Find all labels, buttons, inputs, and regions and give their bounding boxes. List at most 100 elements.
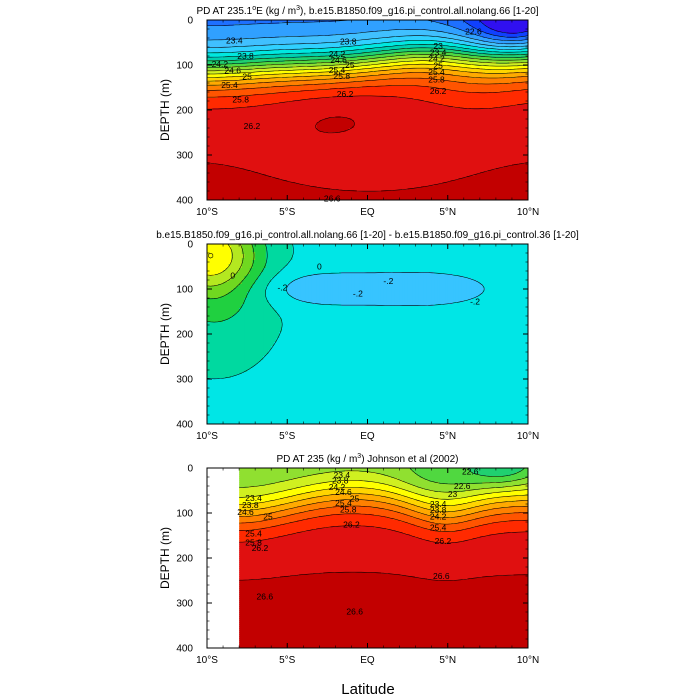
contour-line [207, 244, 255, 300]
y-tick-label: 200 [176, 106, 193, 117]
contour-label: 25 [263, 512, 273, 522]
contour-label: 23.8 [340, 37, 357, 47]
contour-label: 24.2 [212, 59, 229, 69]
contour-line [239, 513, 528, 532]
contour-line [207, 47, 528, 62]
x-tick-label: 10°S [196, 655, 218, 666]
contour-line [207, 72, 528, 86]
contour-line [207, 244, 268, 323]
contour-label: -.2 [353, 289, 363, 299]
contour-label: 25.4 [221, 80, 238, 90]
x-tick-label: 5°S [279, 431, 296, 442]
contour-label: 24.6 [224, 65, 241, 75]
contour-label: 26.6 [324, 194, 341, 204]
contour-label: 25 [433, 60, 443, 70]
contour-line [467, 468, 525, 477]
contour-label: 25.8 [232, 95, 249, 105]
chart-title: PD AT 235 (kg / m3) Johnson et al (2002) [277, 453, 459, 465]
contour-label: 24.2 [329, 482, 346, 492]
contour-line [207, 95, 528, 110]
y-tick-label: 300 [176, 151, 193, 162]
contour-label: 26.2 [430, 86, 447, 96]
contour-line [239, 525, 528, 544]
contour-label: 22.6 [462, 467, 479, 477]
contour-label: 23.4 [245, 493, 262, 503]
y-tick-label: 200 [176, 330, 193, 341]
contour-label: 25.4 [245, 528, 262, 538]
x-tick-label: EQ [360, 207, 375, 218]
contour-label: 26.2 [252, 543, 269, 553]
figure-x-axis-label: Latitude [341, 681, 394, 698]
contour-line [207, 63, 528, 78]
contour-label: 24.6 [237, 507, 254, 517]
panel-observed-density: 23.423.824.6 2525.425.826.226.626.626.626… [158, 453, 539, 666]
y-tick-label: 0 [187, 16, 193, 27]
contour-label: 26.6 [257, 591, 274, 601]
contour-label: 24.2 [428, 54, 445, 64]
x-tick-label: 5°N [439, 431, 456, 442]
contour-line [286, 272, 485, 306]
contour-line [207, 54, 528, 68]
contour-label: 0 [317, 262, 322, 272]
contour-lines [207, 20, 528, 192]
contour-label: 23.4 [430, 47, 447, 57]
contour-line [479, 20, 528, 34]
contour-label: 23.8 [430, 505, 447, 515]
contour-label: 23.4 [226, 35, 243, 45]
contour-line [207, 85, 528, 98]
contour-line [239, 493, 528, 513]
contour-line [207, 116, 528, 192]
x-tick-label: 10°N [517, 207, 539, 218]
contour-label: -.2 [470, 297, 480, 307]
y-axis-label: DEPTH (m) [158, 527, 172, 589]
y-tick-label: 100 [176, 61, 193, 72]
contour-label: 25.8 [428, 74, 445, 84]
y-axis-label: DEPTH (m) [158, 79, 172, 141]
contour-line [207, 60, 528, 75]
contour-label: 23.8 [332, 476, 349, 486]
y-tick-label: 400 [176, 644, 193, 655]
contour-label: -.2 [383, 276, 393, 286]
contour-label: 26.2 [244, 121, 261, 131]
contour-label: 26.6 [346, 607, 363, 617]
contour-fill [207, 244, 528, 424]
x-tick-label: EQ [360, 431, 375, 442]
contour-line [239, 505, 528, 525]
panel-density-difference: 0 0 -.2 -.2 -.2 -.2 10°S 5°S EQ 5°N 10°N 0 100 200 300… [156, 230, 579, 442]
contour-fill [239, 468, 528, 648]
y-tick-label: 200 [176, 554, 193, 565]
contour-label: 23 [433, 41, 443, 51]
contour-line [207, 35, 528, 48]
contour-label: 24.6 [330, 55, 347, 65]
contour-line [409, 468, 528, 485]
contour-label: 23.8 [242, 500, 259, 510]
contour-label: 25.4 [335, 498, 352, 508]
contour-label: 25.8 [245, 538, 262, 548]
contour-label: 24.2 [329, 49, 346, 59]
contour-label: 23.4 [430, 499, 447, 509]
contour-line [207, 57, 528, 72]
contour-label: 25.8 [334, 71, 351, 81]
y-tick-label: 400 [176, 420, 193, 431]
contour-label: 25.4 [428, 67, 445, 77]
contour-line [239, 480, 528, 500]
contour-line [239, 470, 528, 493]
contour-line [207, 50, 528, 65]
y-tick-label: 300 [176, 375, 193, 386]
y-tick-label: 100 [176, 285, 193, 296]
contour-line [239, 571, 528, 581]
contour-label: 26.6 [433, 571, 450, 581]
contour-line [239, 499, 528, 518]
contour-label: 26.2 [337, 89, 354, 99]
contour-label: 25 [350, 494, 360, 504]
contour-label: 22.6 [465, 26, 482, 36]
y-tick-label: 400 [176, 196, 193, 207]
contour-lines [239, 468, 528, 581]
contour-label: 23.8 [237, 51, 254, 61]
x-tick-label: 5°S [279, 655, 296, 666]
panel-model-density: 23.4 23.823.824.224.62525.425.826.226.624… [158, 5, 539, 218]
y-tick-label: 300 [176, 599, 193, 610]
contour-line [207, 77, 528, 91]
contour-label: 24.2 [430, 512, 447, 522]
